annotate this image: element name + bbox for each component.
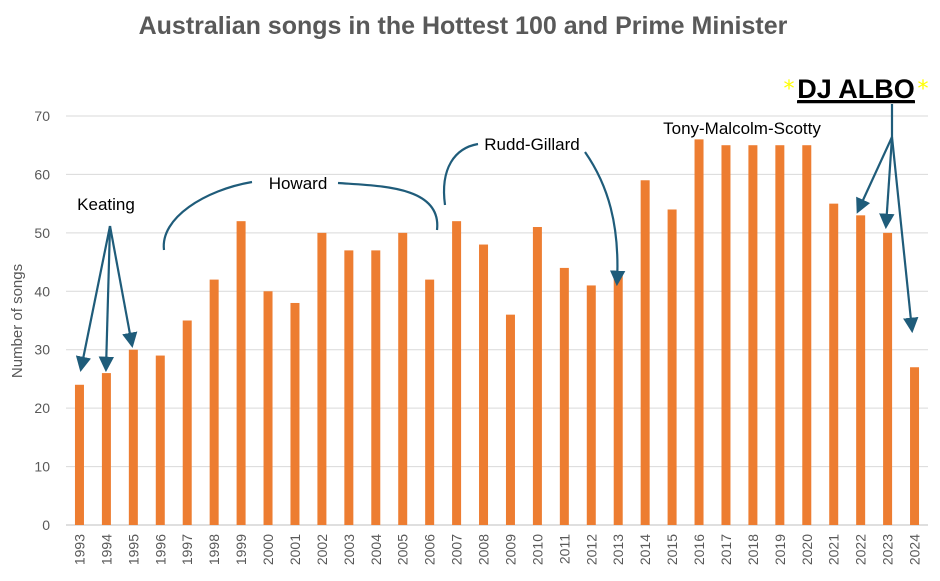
- annotation-howard: Howard: [269, 174, 328, 193]
- y-axis-ticks: 0 10 20 30 40 50 60 70: [34, 108, 50, 533]
- keating-arrow-1994: [98, 225, 115, 373]
- bar-2015: [667, 209, 677, 525]
- star-right-icon: *: [918, 77, 929, 102]
- rudd-gillard-arrow: [584, 151, 626, 287]
- x-tick-label-2003: 2003: [341, 534, 357, 565]
- keating-arrow-1995: [108, 225, 138, 349]
- x-tick-label-2022: 2022: [853, 534, 869, 565]
- bar-1994: [101, 373, 111, 525]
- x-tick-label-2010: 2010: [529, 534, 545, 565]
- x-tick-label-2012: 2012: [583, 534, 599, 565]
- bar-series: [74, 139, 920, 526]
- x-tick-label-2017: 2017: [718, 534, 734, 565]
- x-tick-label-2016: 2016: [691, 534, 707, 565]
- bar-2021: [829, 203, 839, 525]
- y-tick-label: 40: [34, 283, 50, 299]
- x-axis-ticks: 1993 1994 1995 1996 1997 1998 1999 2000 2001 2002…: [71, 534, 922, 565]
- y-tick-label: 0: [42, 517, 50, 533]
- bar-2010: [532, 227, 542, 525]
- bar-2023: [883, 232, 893, 525]
- x-tick-label-2001: 2001: [287, 534, 303, 565]
- annotation-rudd-gillard: Rudd-Gillard: [484, 135, 579, 154]
- bar-2009: [505, 314, 515, 525]
- howard-bracket-left: [162, 180, 253, 251]
- bar-2012: [586, 285, 596, 525]
- albo-arrow-2022: [856, 136, 893, 214]
- x-tick-label-2002: 2002: [314, 534, 330, 565]
- bar-1993: [74, 384, 84, 525]
- x-tick-label-2013: 2013: [610, 534, 626, 565]
- x-tick-label-2009: 2009: [502, 534, 518, 565]
- bar-2007: [452, 221, 462, 525]
- y-tick-label: 50: [34, 225, 50, 241]
- bar-1995: [128, 349, 138, 525]
- albo-arrow-2023: [879, 136, 895, 230]
- annotation-keating: Keating: [77, 195, 135, 214]
- annotation-dj-albo: DJ ALBO: [797, 74, 915, 104]
- x-tick-label-1994: 1994: [98, 534, 114, 565]
- y-tick-label: 20: [34, 400, 50, 416]
- bar-2005: [398, 232, 408, 525]
- x-tick-label-2007: 2007: [449, 534, 465, 565]
- x-tick-label-2020: 2020: [799, 534, 815, 565]
- keating-arrow-1993: [75, 225, 112, 373]
- x-tick-label-2019: 2019: [772, 534, 788, 565]
- bar-2017: [721, 145, 731, 525]
- x-tick-label-2015: 2015: [664, 534, 680, 565]
- x-tick-label-1993: 1993: [71, 534, 87, 565]
- bar-2001: [290, 302, 300, 525]
- bar-2020: [802, 145, 812, 525]
- x-tick-label-1995: 1995: [125, 534, 141, 565]
- albo-arrow-2024: [890, 136, 919, 334]
- bar-2022: [856, 215, 866, 526]
- bar-2016: [694, 139, 704, 525]
- bar-2004: [371, 250, 381, 525]
- y-tick-label: 30: [34, 342, 50, 358]
- y-tick-label: 70: [34, 108, 50, 124]
- bar-2011: [559, 267, 569, 525]
- y-tick-label: 60: [34, 166, 50, 182]
- x-tick-label-2006: 2006: [422, 534, 438, 565]
- x-tick-label-2008: 2008: [476, 534, 492, 565]
- star-left-icon: *: [784, 77, 795, 102]
- gridlines: [66, 115, 928, 526]
- annotation-arrows: [75, 104, 919, 373]
- annotation-tony-malcolm-scotty: Tony-Malcolm-Scotty: [663, 119, 821, 138]
- x-tick-label-1997: 1997: [179, 534, 195, 565]
- x-tick-label-2004: 2004: [368, 534, 384, 565]
- x-tick-label-1996: 1996: [152, 534, 168, 565]
- bar-1998: [209, 279, 219, 525]
- x-tick-label-2023: 2023: [880, 534, 896, 565]
- bar-2014: [640, 180, 650, 525]
- x-tick-label-2021: 2021: [826, 534, 842, 565]
- x-tick-label-2014: 2014: [637, 534, 653, 565]
- bar-1997: [182, 320, 192, 525]
- x-tick-label-2024: 2024: [907, 534, 923, 565]
- x-tick-label-2000: 2000: [260, 534, 276, 565]
- howard-bracket-right: [337, 181, 439, 231]
- bar-2008: [479, 244, 489, 526]
- y-tick-label: 10: [34, 459, 50, 475]
- x-tick-label-2005: 2005: [395, 534, 411, 565]
- bar-2024: [910, 367, 920, 525]
- x-tick-label-2011: 2011: [556, 534, 572, 564]
- x-tick-label-1998: 1998: [206, 534, 222, 565]
- x-tick-label-1999: 1999: [233, 534, 249, 565]
- bar-2019: [775, 145, 785, 525]
- bar-2013: [613, 273, 623, 525]
- bar-1996: [155, 355, 165, 525]
- bar-2018: [748, 145, 758, 525]
- y-axis-label: Number of songs: [9, 264, 26, 378]
- chart-title: Australian songs in the Hottest 100 and …: [139, 12, 788, 40]
- x-tick-label-2018: 2018: [745, 534, 761, 565]
- rudd-gillard-curve-left: [442, 142, 479, 206]
- bar-2006: [425, 279, 435, 525]
- bar-1999: [236, 221, 246, 525]
- bar-2003: [344, 250, 354, 525]
- bar-2002: [317, 232, 327, 525]
- bar-2000: [263, 291, 273, 525]
